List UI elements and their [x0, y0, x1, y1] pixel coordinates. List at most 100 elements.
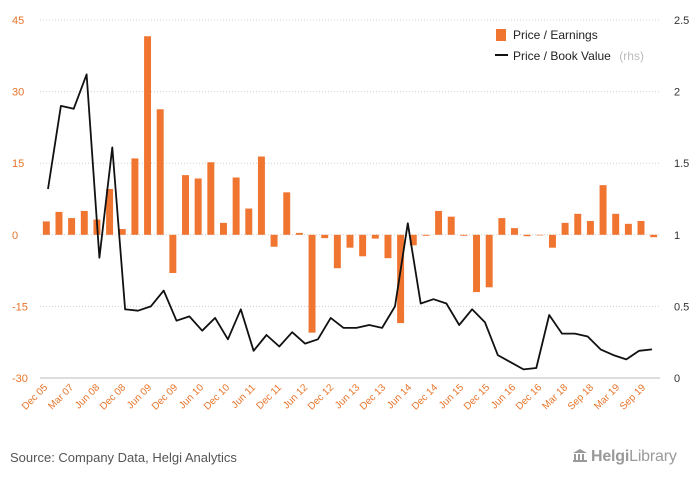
left-tick-label: 15 [12, 158, 24, 170]
bar [333, 234, 341, 269]
x-tick-label: Dec 12 [306, 382, 336, 412]
legend-swatch-price-earnings [496, 29, 506, 41]
bar [257, 156, 265, 235]
bar [283, 192, 291, 235]
bar [561, 222, 569, 235]
legend-label-rhs-note: (rhs) [619, 49, 644, 63]
bar [42, 221, 50, 235]
x-tick-label: Jun 11 [230, 382, 259, 411]
bar [612, 213, 620, 235]
bar [295, 232, 303, 235]
logo-suffix: Library [629, 448, 677, 465]
right-tick-label: 2 [674, 87, 680, 99]
legend-label-price-book: Price / Book Value (rhs) [513, 47, 644, 64]
legend-label-price-book-name: Price / Book Value [513, 49, 611, 63]
x-tick-label: Dec 05 [20, 382, 50, 412]
x-tick-label: Mar 18 [540, 382, 570, 412]
bar [131, 158, 139, 235]
bar [118, 229, 126, 235]
left-tick-label: 0 [12, 230, 18, 242]
bar [371, 234, 379, 239]
bar-series [42, 36, 658, 333]
x-tick-label: Dec 11 [254, 382, 284, 412]
bar [156, 109, 164, 235]
bar [536, 234, 544, 236]
x-tick-label: Jun 13 [333, 382, 362, 411]
x-tick-label: Mar 07 [46, 382, 76, 412]
left-tick-label: -15 [12, 301, 28, 313]
right-tick-label: 2.5 [674, 15, 689, 27]
bar [624, 223, 632, 235]
legend-label-price-earnings: Price / Earnings [513, 28, 598, 42]
right-axis: 2.5 2 1.5 1 0.5 0 [674, 15, 689, 385]
x-tick-label: Dec 08 [98, 382, 128, 412]
x-tick-label: Jun 16 [489, 382, 518, 411]
right-tick-label: 1.5 [674, 158, 689, 170]
bar [219, 222, 227, 235]
bar [397, 234, 405, 324]
bar [485, 234, 493, 288]
legend: Price / Earnings Price / Book Value (rhs… [495, 28, 644, 64]
bar [106, 188, 114, 235]
bar [460, 234, 468, 236]
bar [346, 234, 354, 248]
price-book-line [47, 73, 653, 371]
bar [637, 220, 645, 235]
logo-brand: Helgi [591, 448, 630, 465]
bar [359, 234, 367, 257]
bar [409, 234, 417, 246]
bar [384, 234, 392, 259]
bar [321, 234, 329, 239]
helgi-library-logo: HelgiLibrary [572, 448, 677, 466]
x-tick-label: Dec 09 [150, 382, 180, 412]
library-building-icon [573, 449, 587, 462]
x-tick-label: Dec 15 [462, 382, 492, 412]
bar [270, 234, 278, 247]
bar [232, 177, 240, 235]
bar [599, 185, 607, 235]
x-tick-label: Dec 16 [514, 382, 544, 412]
x-tick-label: Dec 10 [202, 382, 232, 412]
x-tick-label: Sep 19 [618, 382, 648, 412]
bar [511, 228, 518, 235]
bar [68, 218, 76, 235]
bar [422, 234, 430, 236]
left-tick-label: 30 [12, 87, 24, 99]
x-tick-label: Jun 10 [177, 382, 206, 411]
bar [473, 234, 481, 293]
right-tick-label: 0.5 [674, 301, 689, 313]
bar [447, 216, 455, 235]
bar [144, 36, 152, 235]
x-tick-label: Jun 14 [385, 382, 414, 411]
bar [548, 234, 556, 248]
bar [650, 234, 658, 238]
left-tick-label: 45 [12, 15, 24, 27]
bar [523, 234, 531, 237]
source-note: Source: Company Data, Helgi Analytics [10, 450, 237, 465]
x-tick-label: Sep 18 [566, 382, 596, 412]
bar [55, 211, 63, 235]
x-tick-label: Jun 08 [73, 382, 102, 411]
bar [586, 220, 594, 235]
left-axis: 45 30 15 0 -15 -30 [12, 15, 28, 385]
bar [80, 210, 88, 235]
x-tick-label: Dec 13 [358, 382, 388, 412]
right-tick-label: 1 [674, 230, 680, 242]
bar [194, 178, 202, 235]
bar [498, 218, 506, 235]
bar [308, 234, 316, 333]
bar [182, 175, 189, 235]
bar [207, 162, 215, 235]
line-series [47, 73, 653, 371]
left-tick-label: -30 [12, 373, 28, 385]
x-tick-label: Mar 19 [592, 382, 622, 412]
bar [169, 234, 177, 273]
bar [435, 210, 443, 235]
x-tick-label: Dec 14 [410, 382, 440, 412]
x-tick-label: Jun 09 [125, 382, 154, 411]
bar [245, 208, 253, 235]
x-tick-label: Jun 15 [437, 382, 466, 411]
x-tick-label: Jun 12 [281, 382, 310, 411]
